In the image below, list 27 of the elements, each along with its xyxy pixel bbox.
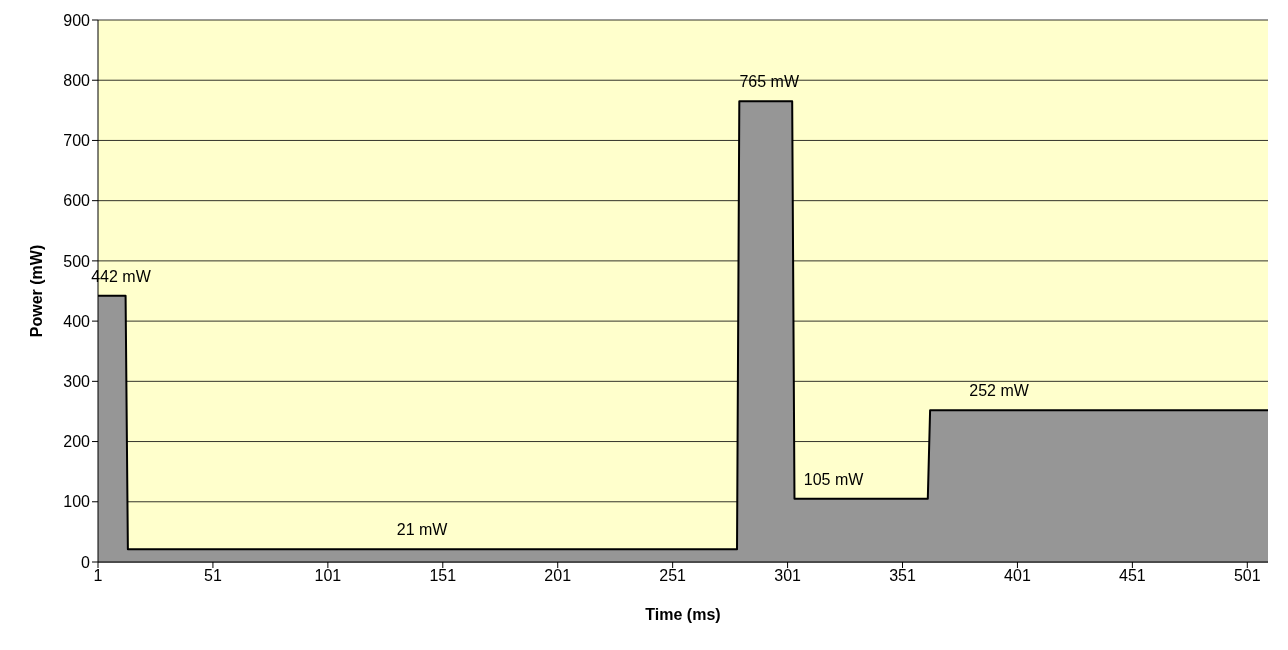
y-tick-label: 400 — [63, 312, 91, 330]
annotation: 442 mW — [91, 267, 152, 285]
annotation: 21 mW — [396, 521, 449, 539]
x-tick-label: 251 — [659, 567, 687, 585]
x-tick-label: 301 — [774, 567, 802, 585]
x-tick-label: 101 — [314, 567, 342, 585]
x-tick-label: 351 — [889, 567, 916, 585]
x-tick-label: 51 — [204, 567, 222, 585]
y-tick-label: 800 — [63, 71, 91, 89]
y-tick-label: 0 — [81, 553, 91, 571]
y-tick-label: 600 — [63, 192, 91, 210]
y-tick-label: 100 — [63, 493, 91, 511]
x-tick-label: 401 — [1004, 567, 1031, 585]
x-tick-label: 451 — [1119, 567, 1146, 585]
x-axis-title: Time (ms) — [645, 606, 721, 623]
y-tick-label: 200 — [63, 433, 91, 451]
annotation: 252 mW — [969, 382, 1030, 400]
annotation: 105 mW — [803, 470, 865, 488]
y-tick-label: 700 — [63, 132, 91, 150]
y-axis-title: Power (mW) — [27, 244, 45, 338]
y-tick-label: 300 — [63, 373, 91, 391]
x-tick-label: 201 — [544, 567, 572, 585]
y-tick-label: 500 — [63, 252, 91, 270]
x-tick-label: 151 — [429, 567, 457, 585]
x-tick-label: 1 — [93, 567, 103, 585]
x-tick-label: 501 — [1233, 567, 1261, 585]
y-tick-label: 900 — [63, 11, 91, 29]
